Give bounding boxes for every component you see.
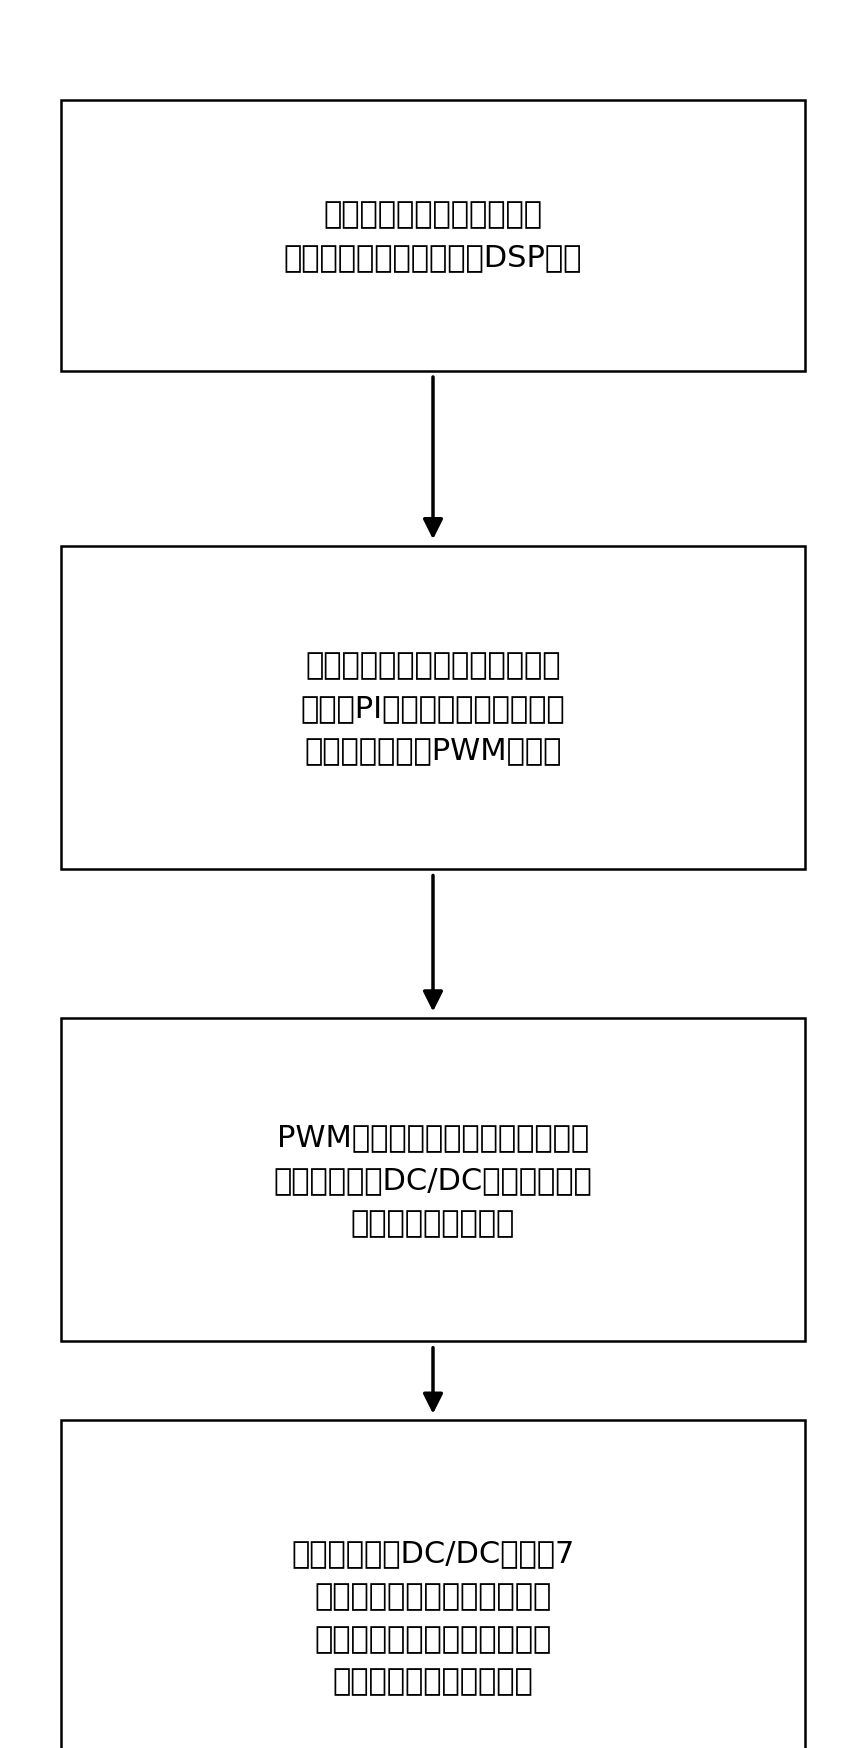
FancyBboxPatch shape: [61, 1017, 805, 1342]
FancyBboxPatch shape: [61, 1419, 805, 1748]
Text: PWM控制器生成控制脉冲信号，调
节双有源全桥DC/DC变换器输出的
单极直流电压的大小: PWM控制器生成控制脉冲信号，调 节双有源全桥DC/DC变换器输出的 单极直流电…: [274, 1122, 592, 1238]
FancyBboxPatch shape: [61, 100, 805, 371]
Text: 直流微电网总线电压采样，
得到模拟电压信号发送至DSP芯片: 直流微电网总线电压采样， 得到模拟电压信号发送至DSP芯片: [284, 199, 582, 273]
Text: 转换为数字电压信号并进行数字
滤波和PI算法处理，得到控制电
压信号并发送至PWM控制器: 转换为数字电压信号并进行数字 滤波和PI算法处理，得到控制电 压信号并发送至PW…: [301, 650, 565, 766]
FancyBboxPatch shape: [61, 545, 805, 871]
Text: 通过第一全桥DC/DC变换器7
控制单极直流电压极性，然后
输出至直流微电网总线，调节
直流微电网总线电压大小: 通过第一全桥DC/DC变换器7 控制单极直流电压极性，然后 输出至直流微电网总线…: [291, 1538, 575, 1696]
